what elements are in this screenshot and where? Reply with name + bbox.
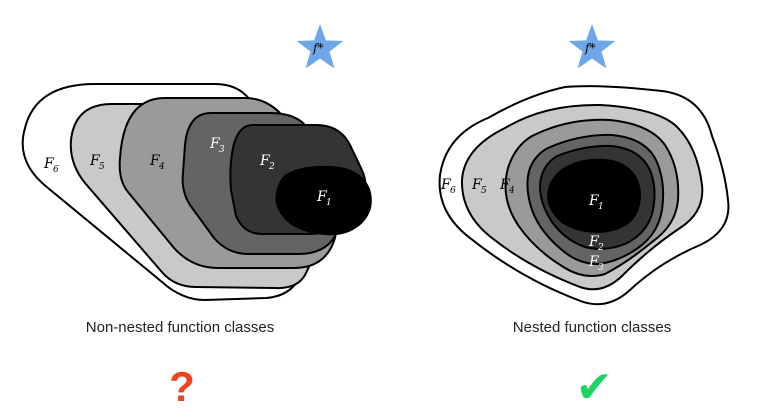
left-label-f1: F 1 [316, 189, 332, 208]
left-target-label: f* [312, 41, 323, 55]
right-label-f4: F 4 [499, 177, 515, 196]
left-label-f1-index: 1 [326, 198, 332, 208]
question-mark-icon: ? [169, 363, 195, 410]
star-icon [296, 24, 344, 69]
right-caption: Nested function classes [513, 319, 671, 336]
left-label-f4: F 4 [149, 153, 165, 172]
right-label-f2-letter: F [588, 234, 600, 250]
right-label-f3-letter: F [588, 254, 600, 270]
right-label-f4-index: 4 [508, 186, 515, 196]
left-label-f4-letter: F [149, 153, 161, 169]
left-label-f2: F 2 [259, 153, 275, 172]
right-target-star: f* [568, 24, 616, 69]
left-target-star: f* [296, 24, 344, 69]
right-region-f1 [546, 158, 641, 234]
left-label-f2-index: 2 [268, 162, 275, 172]
right-label-f1: F 1 [588, 193, 604, 212]
right-label-f6-index: 6 [450, 186, 456, 196]
right-panel: F 6 F 5 F 4 F 3 F 2 F 1 f* Nested functi… [438, 24, 730, 413]
right-label-f6: F 6 [440, 177, 456, 196]
right-label-f1-index: 1 [598, 202, 604, 212]
right-target-label: f* [584, 41, 595, 55]
left-label-f1-letter: F [316, 189, 328, 205]
right-label-f6-letter: F [440, 177, 452, 193]
left-label-f2-letter: F [259, 153, 271, 169]
left-label-f4-index: 4 [158, 162, 165, 172]
left-region-f1 [275, 165, 372, 236]
right-label-f4-letter: F [499, 177, 511, 193]
left-label-f6-index: 6 [53, 165, 59, 175]
left-caption: Non-nested function classes [86, 319, 274, 336]
left-label-f3-letter: F [209, 136, 221, 152]
left-label-f6: F 6 [43, 156, 59, 175]
left-label-f3-index: 3 [219, 145, 225, 155]
right-label-f5: F 5 [471, 177, 487, 196]
left-panel: F 6 F 5 F 4 F 3 F 2 F 1 f* Non-nested fu… [21, 24, 372, 410]
right-label-f2-index: 2 [597, 243, 604, 253]
left-label-f5: F 5 [89, 153, 105, 172]
left-label-f5-index: 5 [99, 162, 105, 172]
left-label-f3: F 3 [209, 136, 225, 155]
right-label-f3-index: 3 [598, 263, 604, 273]
right-label-f3: F 3 [588, 254, 604, 273]
star-icon [568, 24, 616, 69]
left-label-f5-letter: F [89, 153, 101, 169]
right-label-f5-letter: F [471, 177, 483, 193]
right-label-f1-letter: F [588, 193, 600, 209]
right-label-f5-index: 5 [481, 186, 487, 196]
check-mark-icon: ✔ [576, 362, 613, 413]
right-label-f2: F 2 [588, 234, 604, 253]
left-label-f6-letter: F [43, 156, 55, 172]
